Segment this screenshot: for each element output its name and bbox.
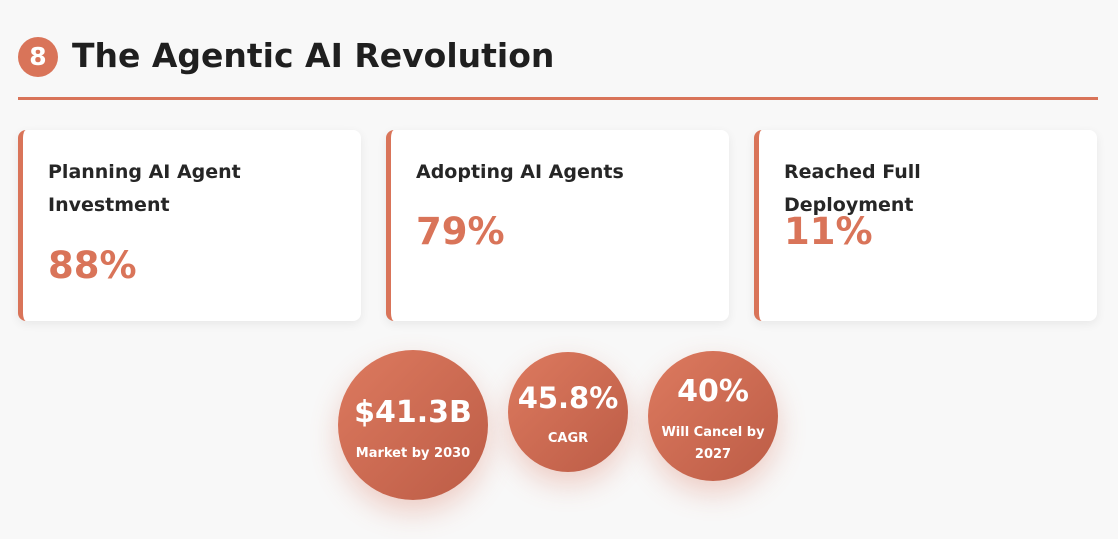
card-label: Adopting AI Agents [416,156,686,189]
circle-value: $41.3B [338,394,488,432]
card-value: 79% [416,210,505,254]
card-value: 88% [48,244,137,288]
card-label: Planning AI Agent Investment [48,156,318,222]
card-value: 11% [784,210,873,254]
page-title: The Agentic AI Revolution [72,34,554,78]
section-header: 8 The Agentic AI Revolution [18,34,1098,100]
circle-label: CAGR [518,428,618,450]
circle-value: 45.8% [508,380,628,416]
stat-card-planning: Planning AI Agent Investment 88% [18,130,361,321]
circle-label: Will Cancel by 2027 [658,422,768,466]
circle-label: Market by 2030 [348,443,478,465]
stat-circle-cancel: 40% Will Cancel by 2027 [648,351,778,481]
section-number-badge: 8 [18,37,58,77]
stat-circle-cagr: 45.8% CAGR [508,352,628,472]
stat-circle-market: $41.3B Market by 2030 [338,350,488,500]
stat-card-adopting: Adopting AI Agents 79% [386,130,729,321]
circle-value: 40% [648,373,778,411]
stat-card-deployment: Reached Full Deployment 11% [754,130,1097,321]
